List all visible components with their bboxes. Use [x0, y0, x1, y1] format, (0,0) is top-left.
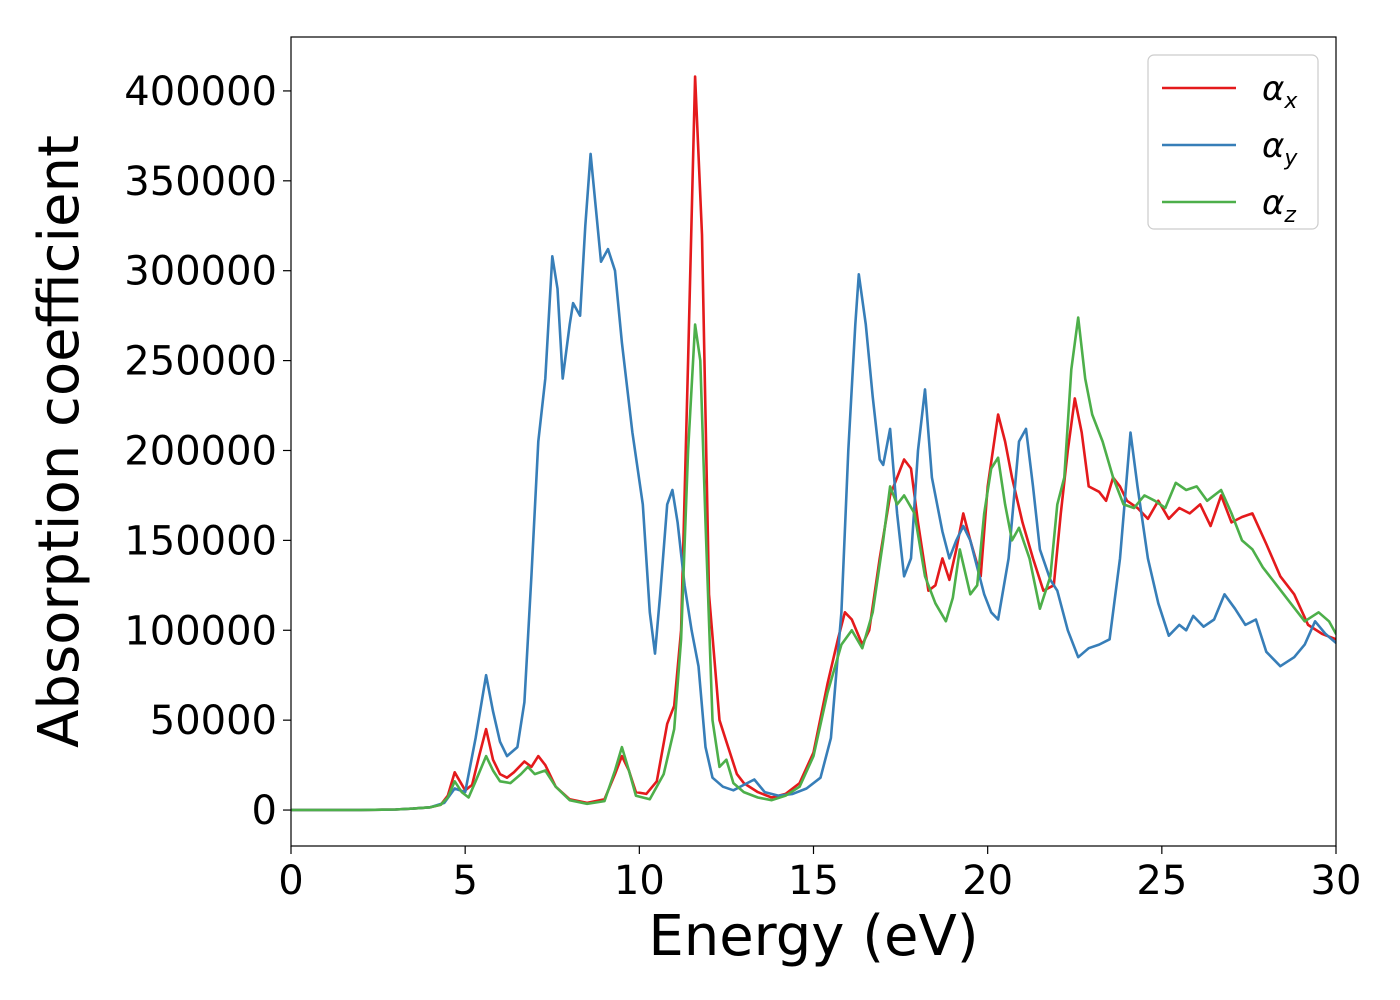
series-line-z [291, 316, 1336, 812]
series-layer [291, 75, 1336, 812]
y-tick-label: 400000 [124, 69, 277, 115]
x-tick-label: 25 [1136, 858, 1187, 904]
y-tick-label: 300000 [124, 249, 277, 295]
y-tick-label: 0 [252, 788, 277, 834]
series-line-y [291, 152, 1336, 812]
y-axis: 0 50000 100000 150000 200000 250000 300000 3500… [124, 69, 291, 834]
y-tick-label: 200000 [124, 428, 277, 474]
x-tick-label: 20 [962, 858, 1013, 904]
x-tick-label: 0 [278, 858, 303, 904]
x-tick-label: 30 [1311, 858, 1362, 904]
y-tick-label: 350000 [124, 159, 277, 205]
x-axis: 0 5 10 15 20 25 30 [278, 846, 1361, 904]
y-axis-title: Absorption coefficient [27, 135, 92, 748]
x-tick-label: 15 [788, 858, 839, 904]
x-tick-label: 10 [614, 858, 665, 904]
y-tick-label: 50000 [150, 698, 277, 744]
x-axis-title: Energy (eV) [648, 904, 978, 969]
y-tick-label: 100000 [124, 608, 277, 654]
x-tick-label: 5 [452, 858, 477, 904]
legend-box [1147, 54, 1319, 230]
y-tick-label: 250000 [124, 339, 277, 385]
y-tick-label: 150000 [124, 518, 277, 564]
